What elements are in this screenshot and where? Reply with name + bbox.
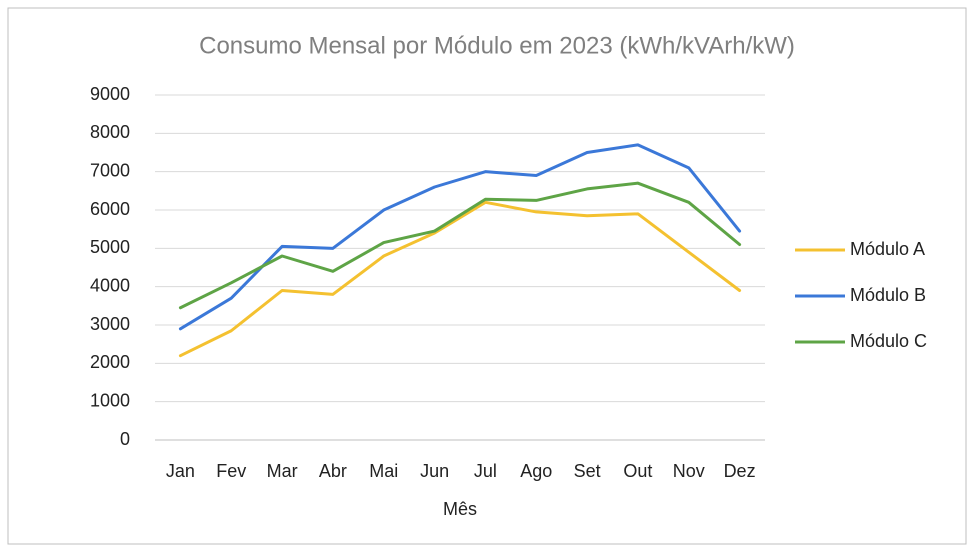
chart-title: Consumo Mensal por Módulo em 2023 (kWh/k…	[199, 32, 795, 59]
x-tick-label: Abr	[319, 461, 347, 481]
x-tick-label: Mar	[267, 461, 298, 481]
x-tick-label: Jan	[166, 461, 195, 481]
y-tick-label: 7000	[90, 160, 130, 180]
legend-label: Módulo B	[850, 285, 926, 305]
legend-label: Módulo A	[850, 239, 925, 259]
x-tick-label: Set	[574, 461, 601, 481]
legend-label: Módulo C	[850, 331, 927, 351]
x-tick-label: Fev	[216, 461, 246, 481]
x-tick-label: Jun	[420, 461, 449, 481]
x-tick-label: Out	[623, 461, 652, 481]
x-tick-label: Mai	[369, 461, 398, 481]
chart-border	[7, 7, 967, 545]
line-series	[178, 143, 742, 331]
y-tick-label: 5000	[90, 237, 130, 257]
y-tick-label: 0	[120, 429, 130, 449]
y-tick-label: 1000	[90, 390, 130, 410]
y-tick-label: 4000	[90, 275, 130, 295]
line-series	[178, 181, 742, 310]
y-tick-label: 8000	[90, 122, 130, 142]
y-tick-label: 2000	[90, 352, 130, 372]
x-tick-label: Ago	[520, 461, 552, 481]
y-tick-label: 6000	[90, 199, 130, 219]
x-axis-label: Mês	[443, 499, 477, 519]
x-tick-label: Dez	[724, 461, 756, 481]
x-tick-label: Jul	[474, 461, 497, 481]
line-series	[178, 200, 742, 358]
x-tick-label: Nov	[673, 461, 705, 481]
y-tick-label: 3000	[90, 314, 130, 334]
y-tick-label: 9000	[90, 84, 130, 104]
